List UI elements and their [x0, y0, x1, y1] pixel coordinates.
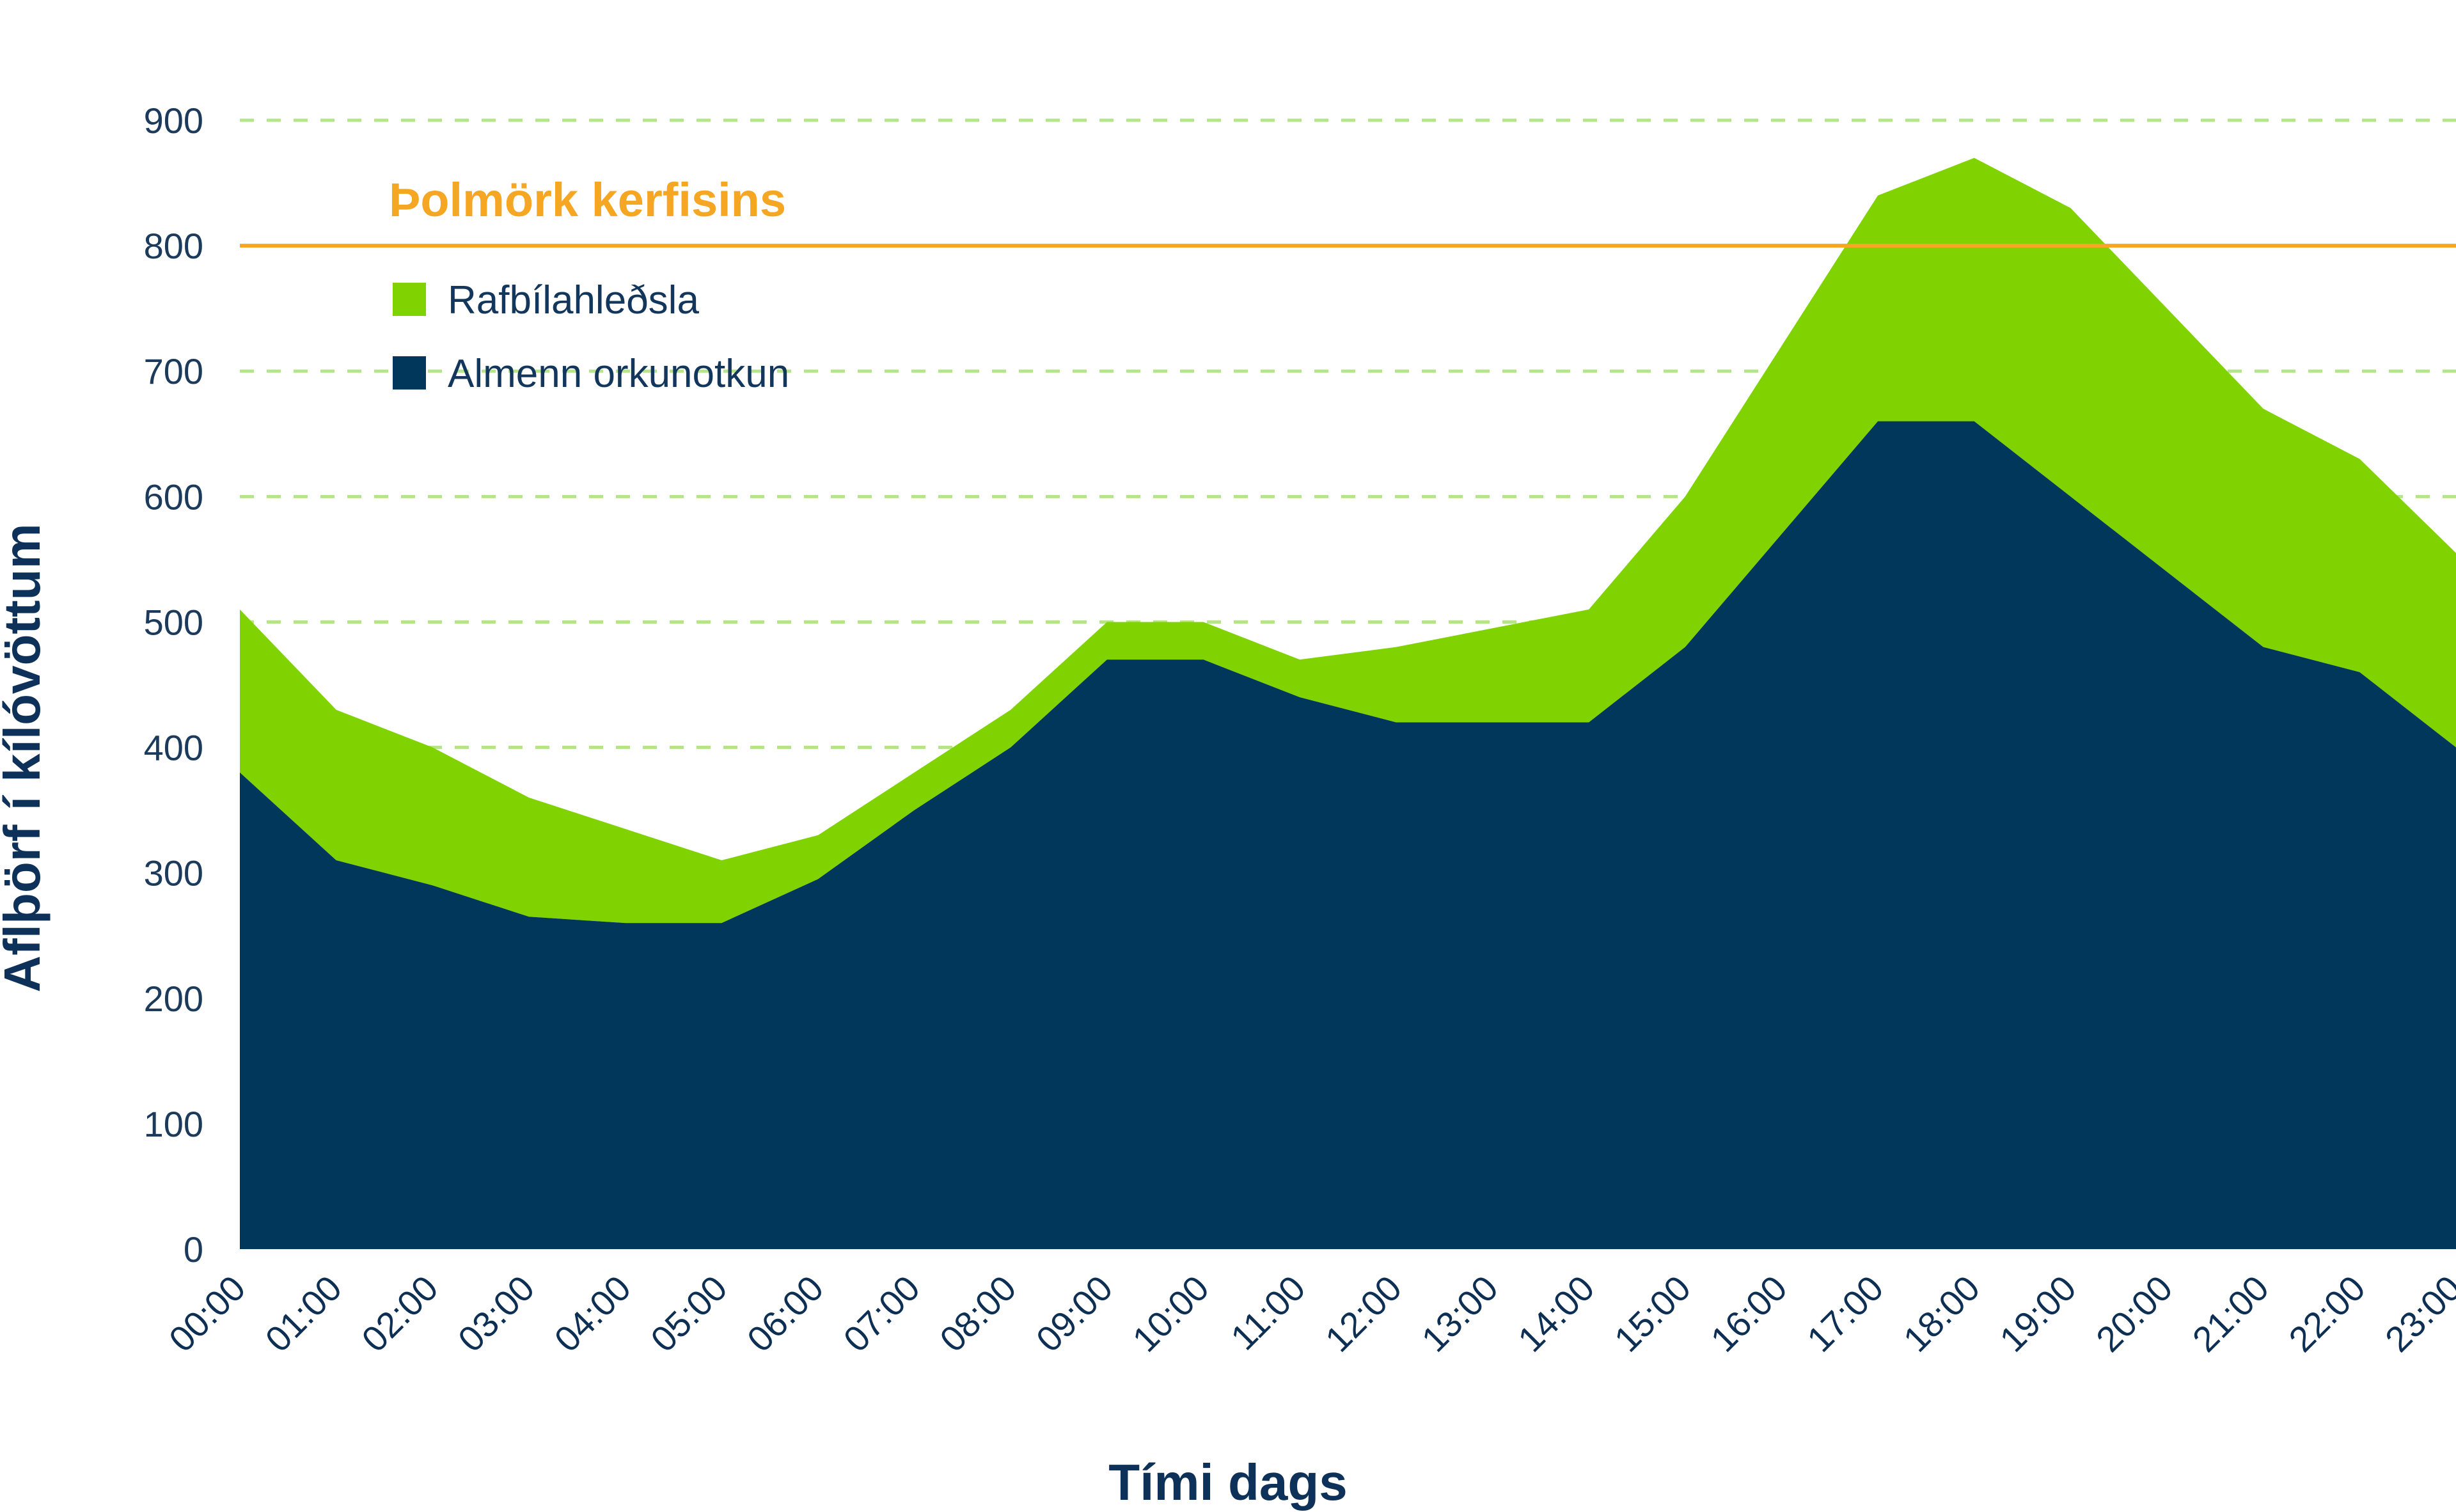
area-almenn-orkunotkun: [240, 421, 2456, 1249]
legend-swatch: [393, 356, 426, 390]
x-tick-label: 18:00: [1896, 1268, 1988, 1360]
legend-label: Almenn orkunotkun: [448, 352, 789, 396]
x-tick-label: 21:00: [2185, 1268, 2277, 1360]
x-tick-label: 23:00: [2377, 1268, 2456, 1360]
y-tick-label: 500: [144, 602, 203, 642]
x-tick-label: 08:00: [932, 1268, 1024, 1360]
x-tick-label: 12:00: [1318, 1268, 1410, 1360]
x-tick-label: 17:00: [1799, 1268, 1891, 1360]
area-rafbilahledsla: [240, 157, 2456, 924]
x-tick-label: 01:00: [257, 1268, 349, 1360]
legend: Rafbílahleðsla Almenn orkunotkun: [393, 278, 789, 396]
x-tick-label: 13:00: [1413, 1268, 1506, 1360]
x-tick-label: 02:00: [354, 1268, 446, 1360]
x-tick-label: 16:00: [1703, 1268, 1795, 1360]
y-tick-label: 200: [144, 979, 203, 1019]
y-axis-ticks: 0 100 200 300 400 500 600 700 800 900: [144, 100, 203, 1270]
y-tick-label: 0: [184, 1229, 203, 1270]
threshold-label: Þolmörk kerfisins: [389, 173, 786, 226]
x-axis-ticks: 00:00 01:00 02:00 03:00 04:00 05:00 06:00 07:00…: [161, 1268, 2456, 1360]
y-tick-label: 700: [144, 351, 203, 391]
legend-swatch: [393, 283, 426, 316]
y-tick-label: 600: [144, 476, 203, 517]
x-tick-label: 20:00: [2088, 1268, 2180, 1360]
x-tick-label: 05:00: [643, 1268, 735, 1360]
plot-areas: [240, 157, 2456, 1249]
y-tick-label: 400: [144, 728, 203, 768]
x-tick-label: 07:00: [835, 1268, 927, 1360]
y-tick-label: 900: [144, 100, 203, 141]
x-tick-label: 09:00: [1028, 1268, 1121, 1360]
x-tick-label: 11:00: [1223, 1268, 1313, 1358]
x-axis-title: Tími dags: [1108, 1454, 1347, 1511]
x-tick-label: 03:00: [450, 1268, 542, 1360]
y-tick-label: 300: [144, 853, 203, 894]
x-tick-label: 22:00: [2281, 1268, 2373, 1360]
y-tick-label: 800: [144, 226, 203, 266]
x-tick-label: 00:00: [161, 1268, 253, 1360]
y-tick-label: 100: [144, 1104, 203, 1144]
x-tick-label: 14:00: [1510, 1268, 1602, 1360]
y-axis-title: Aflþörf í kílóvöttum: [0, 523, 51, 992]
x-tick-label: 10:00: [1124, 1268, 1216, 1360]
legend-label: Rafbílahleðsla: [448, 278, 699, 322]
x-tick-label: 04:00: [546, 1268, 638, 1360]
x-tick-label: 15:00: [1607, 1268, 1699, 1360]
x-tick-label: 06:00: [739, 1268, 831, 1360]
x-tick-label: 19:00: [1992, 1268, 2084, 1360]
